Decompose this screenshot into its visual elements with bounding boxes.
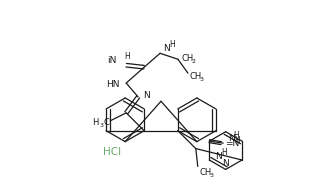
Text: =N: =N xyxy=(225,139,240,148)
Text: H: H xyxy=(169,40,175,49)
Text: CH: CH xyxy=(200,168,212,177)
Text: iN: iN xyxy=(107,56,116,65)
Text: 2: 2 xyxy=(192,59,196,64)
Text: HN: HN xyxy=(106,80,119,89)
Text: H: H xyxy=(124,52,130,61)
Text: C: C xyxy=(103,118,109,127)
Text: H: H xyxy=(92,118,99,127)
Text: CH: CH xyxy=(190,72,202,81)
Text: N: N xyxy=(222,159,229,168)
Text: CH: CH xyxy=(182,54,194,63)
Text: H: H xyxy=(234,131,239,140)
Text: 3: 3 xyxy=(210,173,214,178)
Text: N: N xyxy=(215,152,222,161)
Text: HCl: HCl xyxy=(103,147,121,157)
Text: N: N xyxy=(228,134,234,143)
Text: 3: 3 xyxy=(200,77,204,82)
Text: 3: 3 xyxy=(99,123,103,128)
Text: N: N xyxy=(163,44,170,53)
Text: N: N xyxy=(143,92,150,100)
Text: H: H xyxy=(221,148,227,157)
Text: H: H xyxy=(234,136,240,145)
